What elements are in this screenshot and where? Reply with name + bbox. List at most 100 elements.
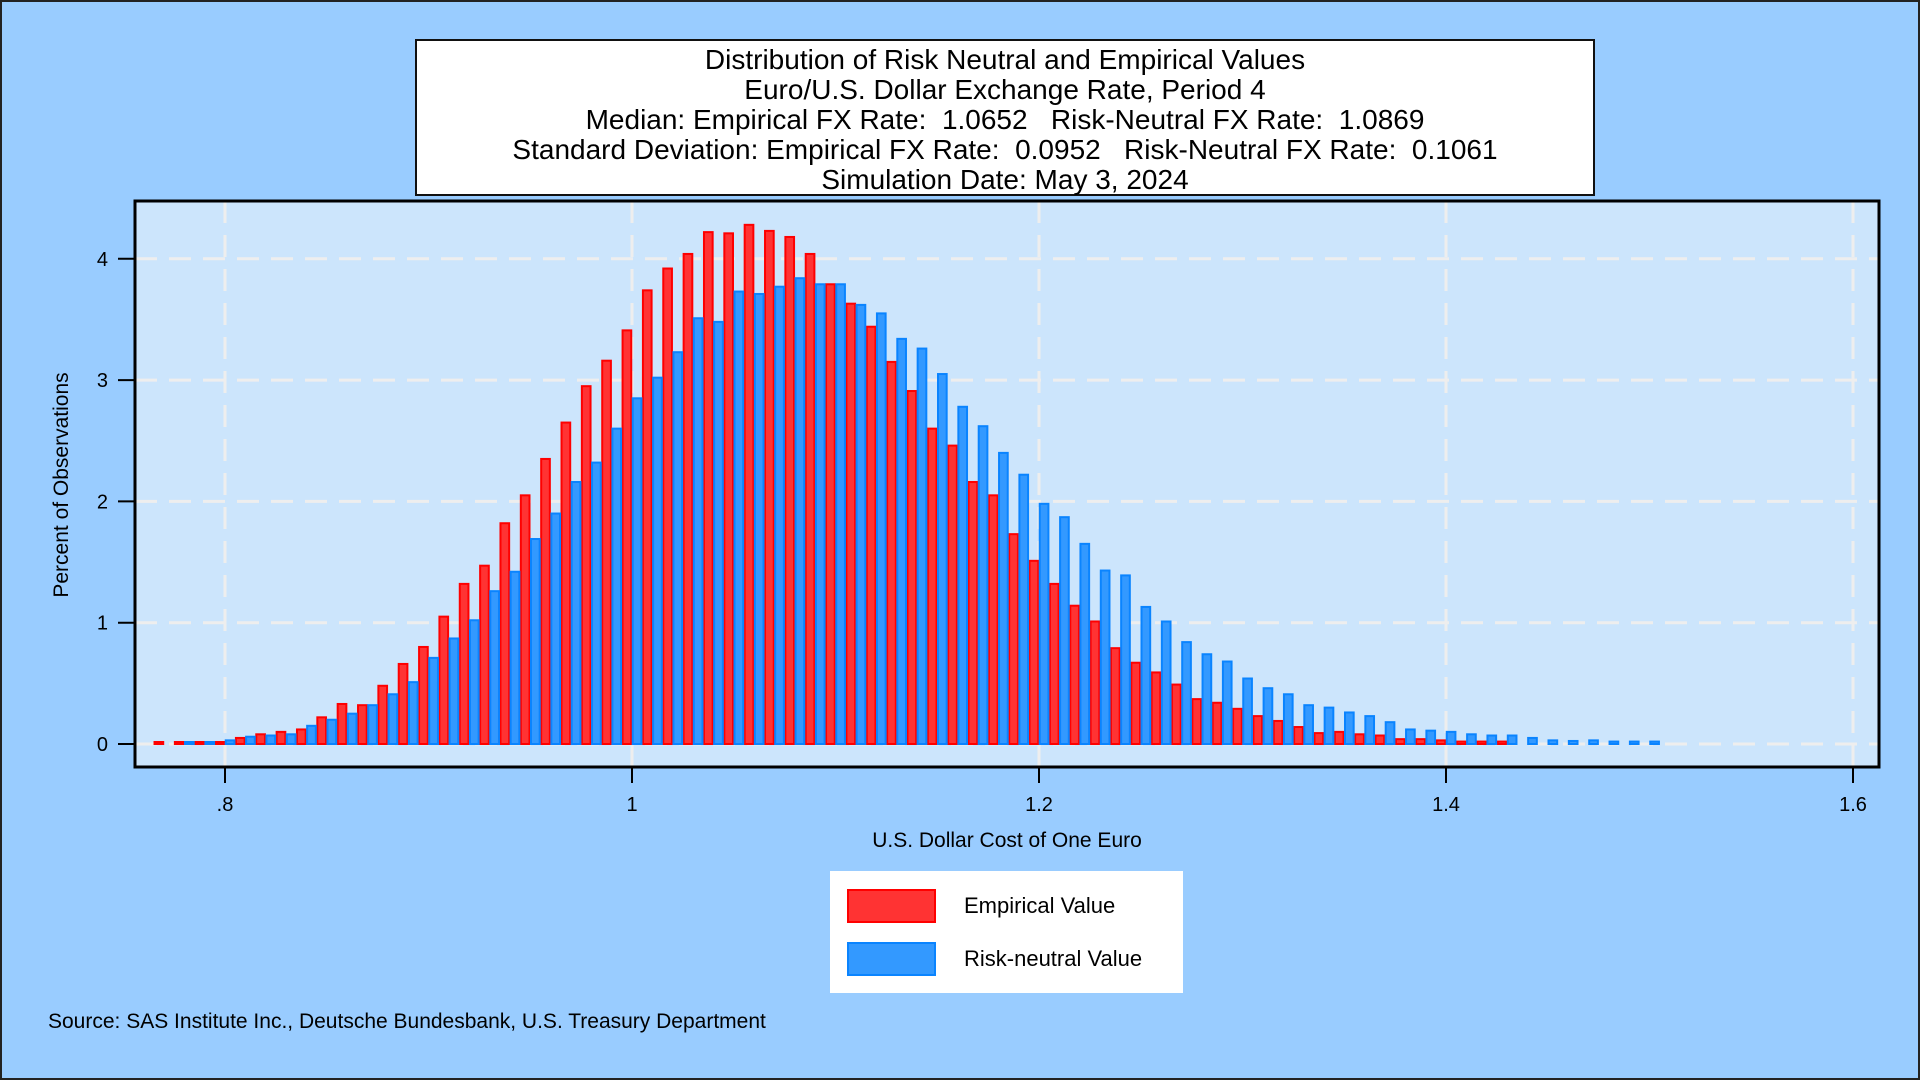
std-dev-line: Standard Deviation: Empirical FX Rate: 0… [512,134,1498,165]
bar-risk-neutral [591,461,602,745]
bar-empirical [1069,604,1080,746]
bar-risk-neutral [1588,739,1599,746]
plot-border [133,199,1881,769]
bar-empirical [641,289,653,745]
bar-risk-neutral [245,735,256,745]
bar-risk-neutral [265,734,277,745]
bar-empirical [764,229,775,745]
bar-empirical [214,741,226,745]
bar-risk-neutral [387,693,399,746]
bar-risk-neutral [1242,677,1253,745]
bar-empirical [1415,738,1426,746]
x-tick-label: 1.4 [1432,794,1460,816]
risk-neutral-swatch [847,942,936,976]
bar-empirical [275,730,287,745]
bar-risk-neutral [1567,739,1579,746]
bar-risk-neutral [1608,740,1620,745]
bar-empirical [1252,715,1264,746]
bar-risk-neutral [713,320,724,745]
bar-empirical [1048,582,1060,745]
bar-empirical [1293,726,1304,746]
bar-risk-neutral [1425,729,1437,745]
bar-empirical [153,741,165,745]
bar-empirical [438,615,450,746]
bar-risk-neutral [1486,734,1498,745]
bar-empirical [1394,738,1406,746]
bar-risk-neutral [1221,660,1233,745]
bar-risk-neutral [631,397,643,745]
bar-risk-neutral [957,405,969,745]
title-box: Distribution of Risk Neutral and Empiric… [415,39,1595,196]
bar-risk-neutral [1120,574,1131,745]
bar-risk-neutral [875,312,887,745]
bar-risk-neutral [1303,704,1314,746]
bar-risk-neutral [814,283,826,745]
bar-risk-neutral [1506,734,1518,745]
bar-empirical [967,480,979,745]
simulation-date-line: Simulation Date: May 3, 2024 [821,164,1189,195]
bar-risk-neutral [1628,740,1640,745]
bar-risk-neutral [509,570,521,746]
bar-risk-neutral [1079,542,1091,745]
bar-empirical [458,582,470,745]
bar-risk-neutral [998,451,1009,745]
bar-empirical [621,329,633,745]
bar-risk-neutral [1323,706,1335,745]
chart-subtitle: Euro/U.S. Dollar Exchange Rate, Period 4 [744,74,1266,105]
bar-risk-neutral [1181,641,1192,745]
bar-empirical [1232,707,1243,745]
bar-empirical [336,702,348,746]
bar-risk-neutral [1445,730,1457,745]
bar-risk-neutral [1262,687,1274,746]
bar-risk-neutral [1018,473,1030,745]
bar-risk-neutral [1405,728,1416,745]
bar-risk-neutral [468,619,480,745]
bar-risk-neutral [326,718,338,745]
y-tick-label: 1 [97,613,108,635]
bar-risk-neutral [530,538,541,745]
bar-empirical [519,494,531,745]
bar-risk-neutral [937,373,948,745]
bar-empirical [1008,533,1019,745]
bar-risk-neutral [285,733,297,746]
bar-risk-neutral [916,347,928,745]
bar-risk-neutral [672,351,684,745]
bar-empirical [886,360,897,745]
axes: 0 1 2 3 4 .8 1 1.2 1.4 1.6 [97,249,1867,816]
bar-empirical [580,385,592,745]
bar-empirical [316,716,328,746]
bar-empirical [1089,620,1101,745]
bar-empirical [804,252,816,745]
bar-empirical [1496,740,1508,745]
bar-empirical [255,733,266,746]
bar-empirical [1191,698,1203,746]
median-line: Median: Empirical FX Rate: 1.0652 Risk-N… [585,104,1425,135]
bar-empirical [662,267,673,745]
bar-empirical [234,736,246,745]
y-tick-label: 3 [97,370,108,392]
bars [153,223,1660,746]
bar-risk-neutral [611,427,623,745]
bar-risk-neutral [1466,733,1477,746]
bar-empirical [682,252,694,745]
bar-risk-neutral [1059,516,1070,745]
bar-risk-neutral [692,317,704,745]
bar-empirical [357,704,368,746]
bar-empirical [418,645,429,746]
bar-risk-neutral [1201,653,1213,745]
bar-risk-neutral [1140,605,1152,746]
bar-empirical [173,741,185,745]
bar-empirical [743,223,755,745]
bar-empirical [1211,701,1223,745]
bar-empirical [825,283,836,745]
bar-risk-neutral [1649,740,1660,745]
bar-empirical [845,302,857,745]
y-tick-label: 0 [97,734,108,756]
bar-risk-neutral [224,739,236,746]
bar-empirical [1028,559,1040,745]
bar-empirical [1313,732,1325,746]
bar-empirical [1171,683,1182,745]
bar-empirical [499,522,511,746]
bar-empirical [540,457,551,745]
legend-item-risk-neutral: Risk-neutral Value [847,940,1142,978]
